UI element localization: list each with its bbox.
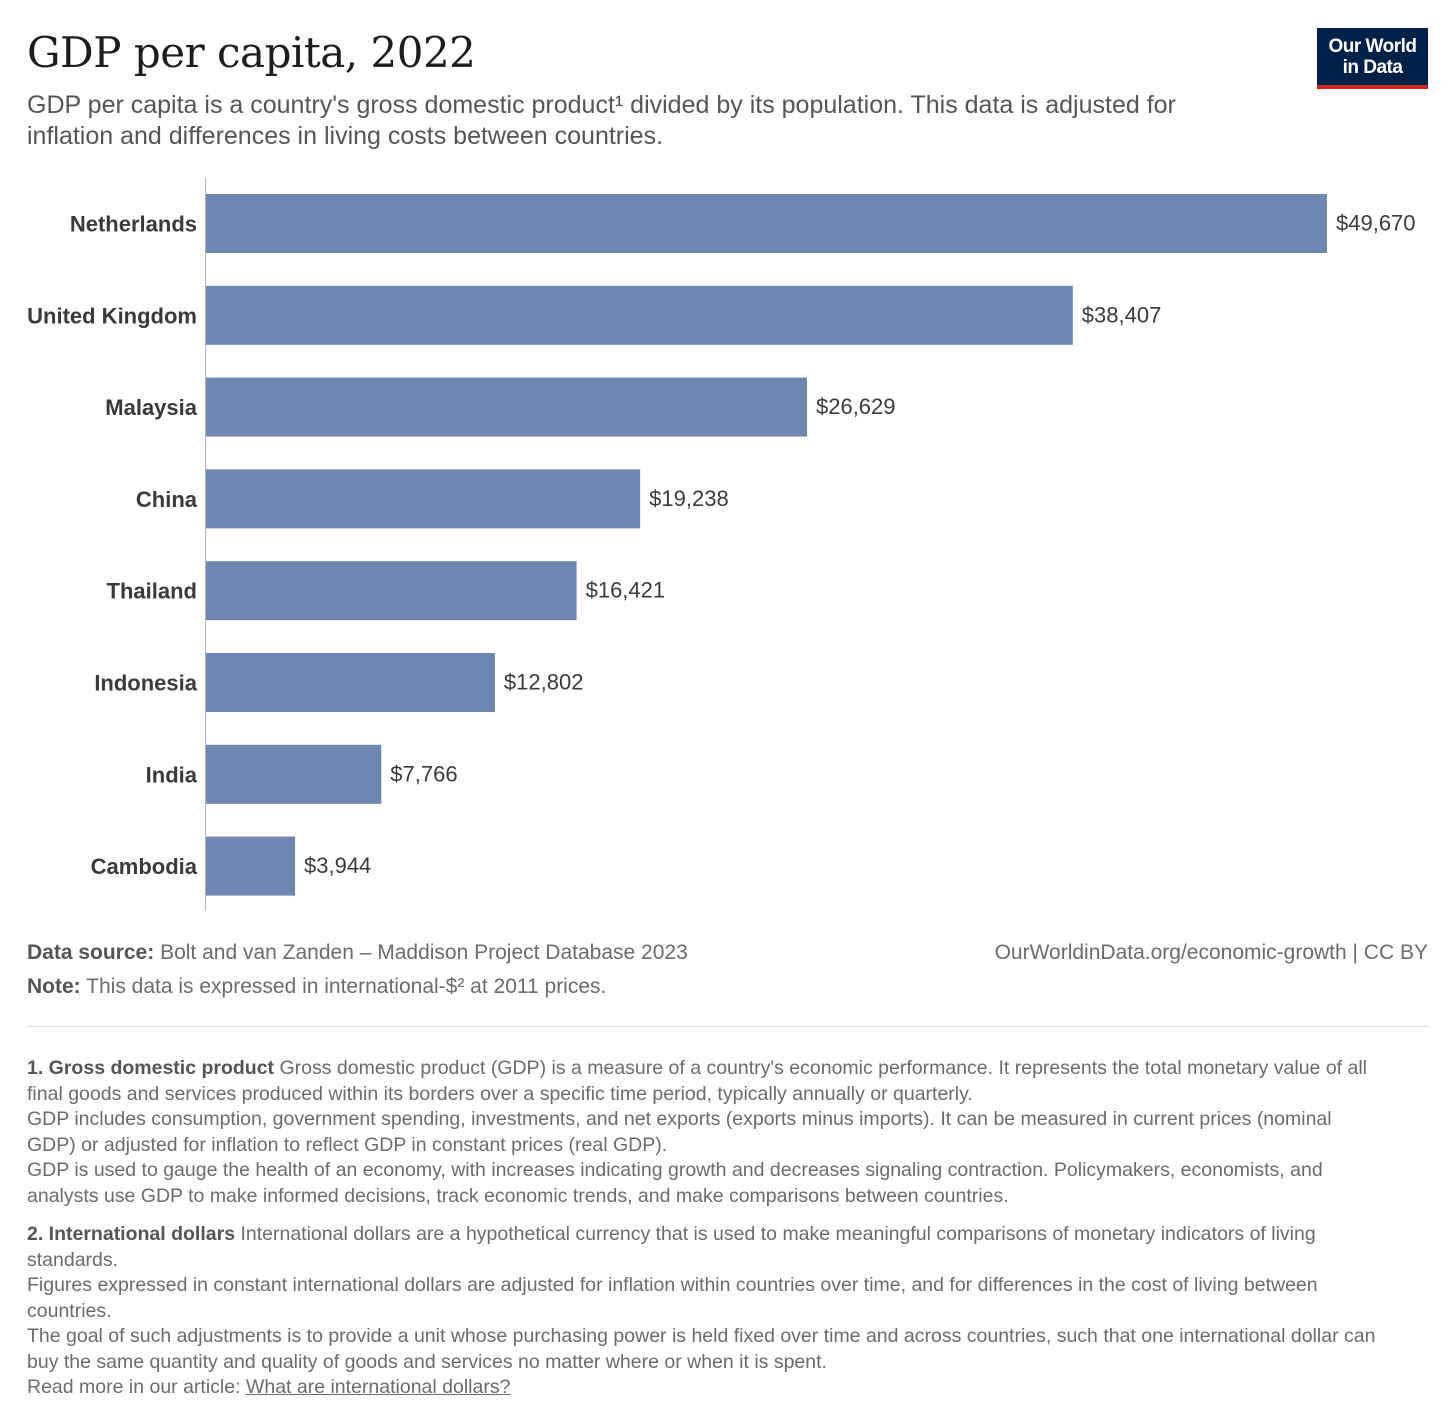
bar-malaysia[interactable] <box>206 377 807 437</box>
footnote-2: 2. International dollars International d… <box>27 1222 1377 1401</box>
bar-indonesia[interactable] <box>206 653 495 712</box>
note-label: Note: <box>27 975 81 998</box>
bar-united-kingdom[interactable] <box>206 285 1073 345</box>
bar-china[interactable] <box>206 469 641 529</box>
logo-line-2: in Data <box>1342 57 1403 78</box>
category-label: India <box>146 762 198 787</box>
footnote-1: 1. Gross domestic product Gross domestic… <box>27 1056 1377 1209</box>
read-more-label: Read more in our article: <box>27 1376 241 1398</box>
footnote-2-title: 2. International dollars <box>27 1223 236 1245</box>
value-label: $7,766 <box>390 761 457 786</box>
divider <box>27 1026 1429 1027</box>
category-label: Malaysia <box>105 395 197 420</box>
chart-subtitle: GDP per capita is a country's gross dome… <box>27 91 1176 150</box>
footnote-1-title: 1. Gross domestic product <box>27 1057 275 1079</box>
bar-cambodia[interactable] <box>206 836 296 896</box>
category-label: China <box>136 487 198 512</box>
owid-logo[interactable]: Our World in Data <box>1317 28 1428 89</box>
bar-thailand[interactable] <box>206 561 577 621</box>
footnote-2-paragraph-2: Figures expressed in constant internatio… <box>27 1274 1318 1322</box>
source-text: Bolt and van Zanden – Maddison Project D… <box>160 941 688 964</box>
bar-chart: Netherlands $49,670 United Kingdom $38,407 M… <box>27 178 1416 911</box>
note-text: This data is expressed in international-… <box>86 975 607 998</box>
footnote-1-text: Gross domestic product (GDP) is a measur… <box>27 1057 1368 1105</box>
logo-line-1: Our World <box>1328 36 1417 57</box>
category-label: Netherlands <box>70 212 197 237</box>
data-source: Data source: Bolt and van Zanden – Maddi… <box>27 941 688 965</box>
credit-link[interactable]: OurWorldinData.org/economic-growth | CC … <box>994 941 1428 964</box>
category-label: United Kingdom <box>27 303 197 328</box>
category-label: Thailand <box>107 579 197 604</box>
value-label: $19,238 <box>649 486 729 511</box>
source-label: Data source: <box>27 941 155 964</box>
footnote-1-paragraph-2: GDP includes consumption, government spe… <box>27 1108 1332 1156</box>
value-label: $3,944 <box>304 853 371 878</box>
data-note: Note: This data is expressed in internat… <box>27 975 606 999</box>
chart-title: GDP per capita, 2022 <box>27 28 476 77</box>
international-dollars-link[interactable]: What are international dollars? <box>245 1376 511 1398</box>
value-label: $38,407 <box>1082 302 1162 327</box>
footnote-2-text: International dollars are a hypothetical… <box>27 1223 1316 1271</box>
value-label: $49,670 <box>1336 211 1416 236</box>
category-label: Cambodia <box>91 854 198 879</box>
value-label: $16,421 <box>586 578 666 603</box>
bar-netherlands[interactable] <box>206 194 1327 253</box>
footnote-1-paragraph-3: GDP is used to gauge the health of an ec… <box>27 1159 1323 1207</box>
bar-india[interactable] <box>206 744 382 804</box>
value-label: $12,802 <box>504 670 584 695</box>
footnote-2-paragraph-3: The goal of such adjustments is to provi… <box>27 1325 1376 1373</box>
value-label: $26,629 <box>816 394 896 419</box>
category-label: Indonesia <box>94 671 197 696</box>
